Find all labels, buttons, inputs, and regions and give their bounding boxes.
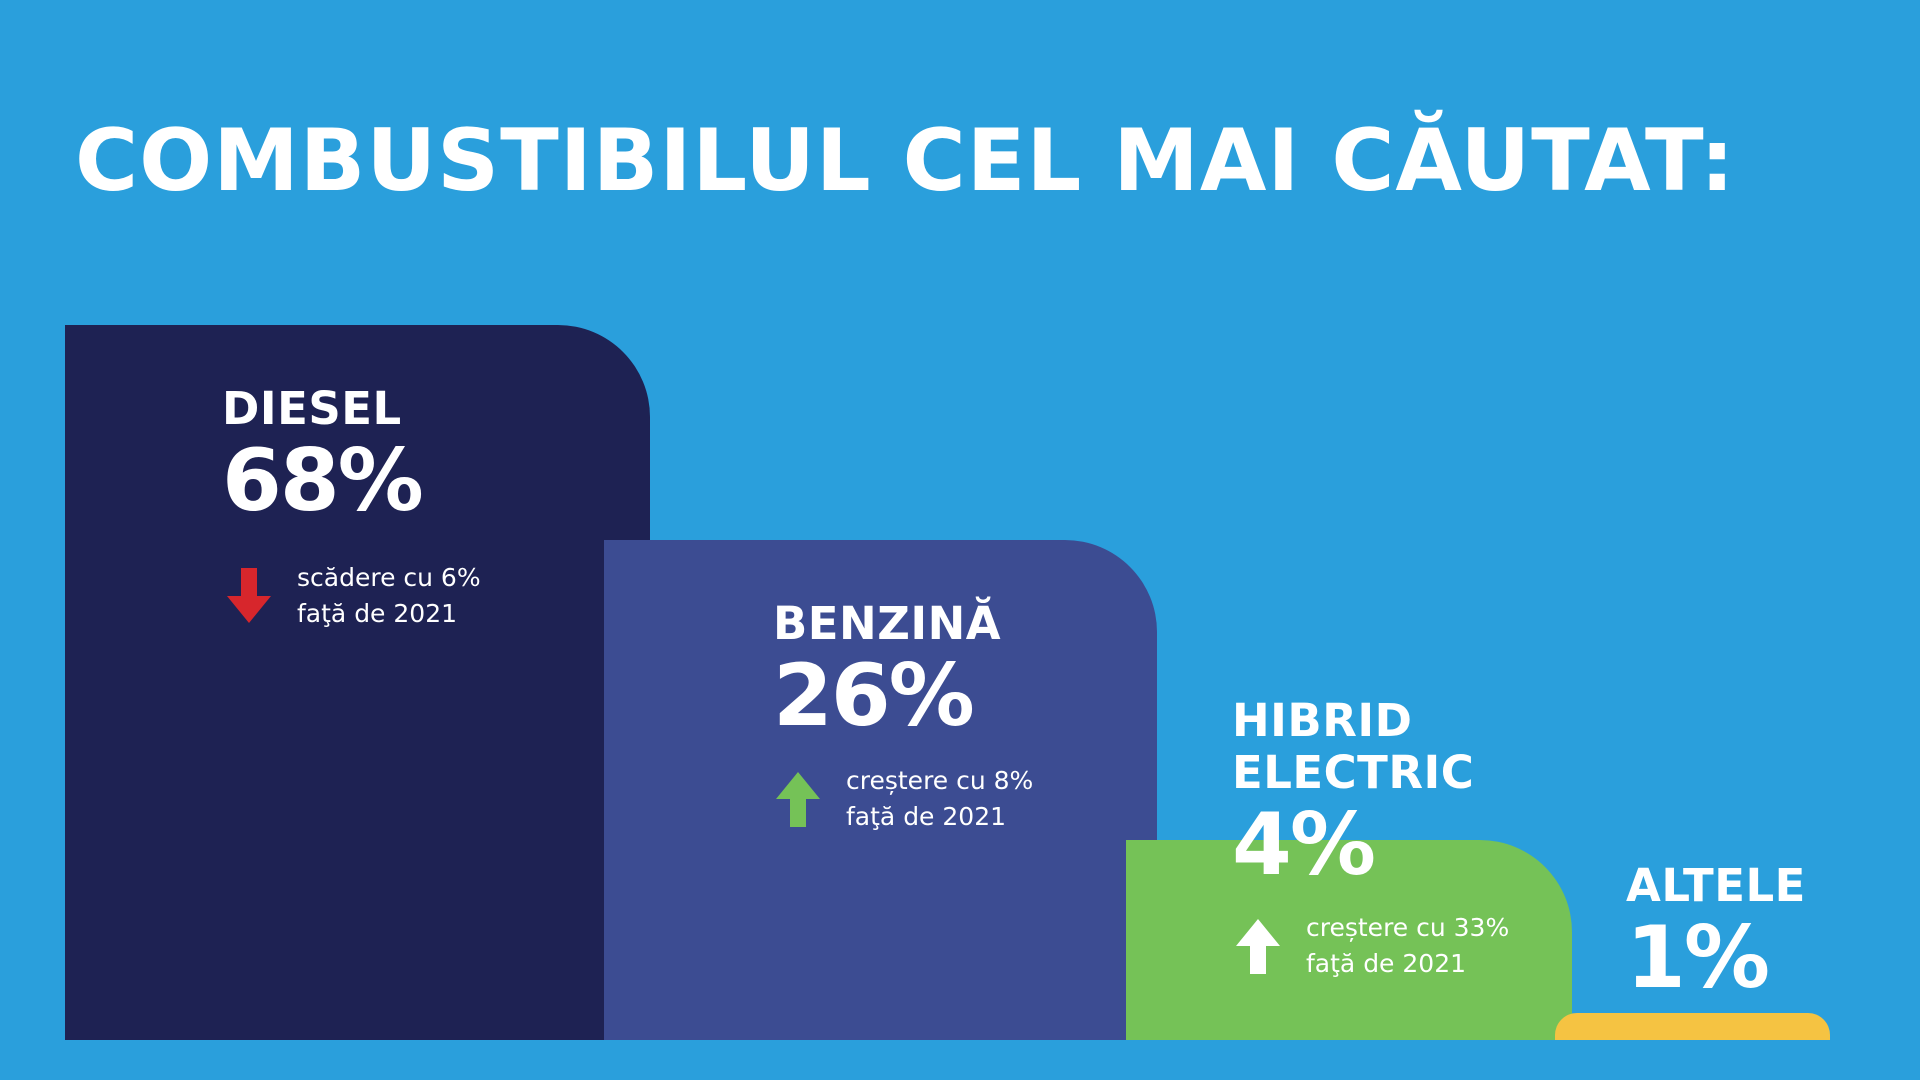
change-benzina-line1: creștere cu 8%	[846, 766, 1034, 795]
bar-altele	[1555, 1013, 1830, 1040]
value-label-benzina: 26%	[773, 646, 975, 746]
change-hibrid-line2: faţă de 2021	[1306, 949, 1467, 978]
change-benzina-line2: faţă de 2021	[846, 802, 1007, 831]
change-hibrid-line1: creștere cu 33%	[1306, 913, 1510, 942]
value-label-altele: 1%	[1626, 908, 1770, 1008]
change-diesel: scădere cu 6% faţă de 2021	[225, 560, 481, 632]
arrow-down-icon	[227, 568, 271, 623]
category-label-hibrid-electric: HIBRID ELECTRIC	[1232, 694, 1475, 799]
category-label-altele: ALTELE	[1626, 859, 1806, 912]
change-benzina: creștere cu 8% faţă de 2021	[774, 763, 1033, 835]
arrow-up-icon	[1236, 919, 1280, 974]
change-diesel-line1: scădere cu 6%	[297, 563, 481, 592]
bar-hibrid-electric	[1126, 840, 1572, 1040]
change-diesel-line2: faţă de 2021	[297, 599, 458, 628]
bar-benzina	[604, 540, 1157, 1040]
hibrid-label-group: HIBRID ELECTRIC 4%	[1232, 694, 1475, 895]
benzina-label-group: BENZINĂ 26%	[773, 597, 1002, 746]
altele-label-group: ALTELE 1%	[1626, 859, 1806, 1008]
diesel-label-group: DIESEL 68%	[222, 382, 424, 531]
change-hibrid-electric: creștere cu 33% faţă de 2021	[1234, 910, 1509, 982]
category-label-diesel: DIESEL	[222, 382, 402, 435]
value-label-hibrid-electric: 4%	[1232, 795, 1376, 895]
bar-diesel	[65, 325, 650, 1040]
arrow-up-icon	[776, 772, 820, 827]
category-label-benzina: BENZINĂ	[773, 597, 1002, 650]
chart-title: COMBUSTIBILUL CEL MAI CĂUTAT:	[75, 111, 1736, 211]
value-label-diesel: 68%	[222, 431, 424, 531]
